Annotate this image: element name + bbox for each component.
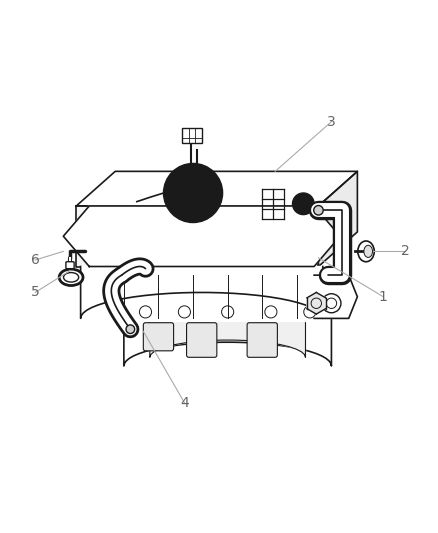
Ellipse shape [59,269,83,286]
Text: 5: 5 [31,286,39,300]
Ellipse shape [126,325,134,334]
Polygon shape [318,172,357,266]
Text: 2: 2 [401,244,410,259]
FancyBboxPatch shape [182,128,202,143]
Ellipse shape [314,206,323,215]
Circle shape [164,164,223,222]
Polygon shape [307,293,326,314]
Ellipse shape [364,245,372,257]
Text: 1: 1 [379,290,388,304]
Text: 4: 4 [180,395,189,410]
FancyBboxPatch shape [143,322,173,351]
Ellipse shape [358,241,374,262]
FancyBboxPatch shape [187,322,217,357]
Polygon shape [64,206,340,266]
FancyBboxPatch shape [247,322,277,357]
Circle shape [172,172,214,214]
Polygon shape [150,322,305,357]
Polygon shape [314,275,357,318]
Text: 3: 3 [327,115,336,128]
Polygon shape [76,172,357,206]
Polygon shape [76,206,318,266]
Text: 6: 6 [31,253,40,267]
FancyBboxPatch shape [66,262,74,269]
Circle shape [293,193,314,215]
Polygon shape [124,318,332,366]
Polygon shape [81,266,323,318]
Ellipse shape [64,272,79,282]
